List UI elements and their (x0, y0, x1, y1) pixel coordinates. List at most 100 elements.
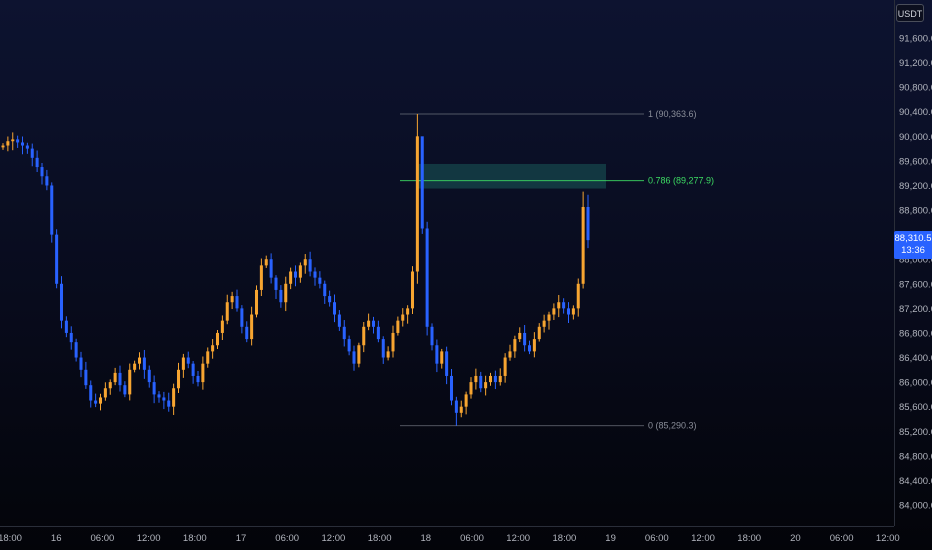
candle-body[interactable] (406, 308, 410, 315)
candle-body[interactable] (25, 145, 29, 149)
candle-body[interactable] (84, 369, 88, 386)
candle-body[interactable] (74, 342, 78, 358)
candle-body[interactable] (274, 277, 278, 290)
candle-body[interactable] (137, 357, 142, 364)
candle-body[interactable] (488, 375, 493, 383)
candle-body[interactable] (298, 265, 302, 278)
candle-body[interactable] (157, 394, 161, 398)
candle-body[interactable] (186, 357, 190, 364)
plot-area[interactable] (0, 0, 894, 526)
candle-body[interactable] (484, 382, 488, 389)
candle-body[interactable] (240, 308, 244, 327)
candle-body[interactable] (547, 314, 551, 321)
candle-body[interactable] (508, 351, 512, 358)
candle-body[interactable] (113, 372, 117, 383)
candle-body[interactable] (342, 326, 346, 340)
candle-body[interactable] (103, 388, 107, 398)
candle-body[interactable] (323, 283, 327, 297)
candle-body[interactable] (459, 406, 463, 413)
candle-body[interactable] (89, 385, 93, 401)
candle-body[interactable] (337, 314, 341, 327)
candle-body[interactable] (191, 363, 195, 376)
candle-body[interactable] (542, 320, 546, 327)
candle-body[interactable] (410, 271, 415, 309)
candle-body[interactable] (303, 259, 307, 266)
candle-body[interactable] (269, 259, 273, 278)
candle-body[interactable] (562, 302, 566, 309)
candle-body[interactable] (11, 139, 15, 142)
candle-body[interactable] (162, 397, 166, 401)
candle-body[interactable] (201, 363, 205, 383)
candle-body[interactable] (435, 345, 439, 364)
candle-body[interactable] (513, 339, 517, 352)
candle-body[interactable] (445, 351, 449, 376)
candle-body[interactable] (293, 271, 298, 278)
candle-body[interactable] (118, 372, 122, 386)
candle-body[interactable] (152, 382, 156, 395)
candle-body[interactable] (20, 142, 25, 146)
candle-body[interactable] (211, 345, 215, 352)
candle-body[interactable] (352, 351, 356, 364)
candle-body[interactable] (523, 332, 527, 346)
candle-body[interactable] (59, 283, 64, 321)
candle-body[interactable] (376, 326, 380, 340)
candle-body[interactable] (225, 302, 229, 321)
candle-body[interactable] (181, 357, 185, 370)
candle-body[interactable] (147, 369, 151, 383)
candle-body[interactable] (259, 265, 263, 290)
candle-body[interactable] (332, 302, 337, 315)
currency-selector[interactable]: USDT (896, 4, 924, 22)
candle-body[interactable] (479, 375, 483, 389)
candle-body[interactable] (362, 326, 366, 346)
candle-body[interactable] (250, 314, 254, 340)
candle-body[interactable] (527, 345, 532, 352)
candle-body[interactable] (206, 351, 210, 364)
candle-body[interactable] (566, 308, 571, 315)
candle-body[interactable] (474, 375, 478, 383)
candle-body[interactable] (586, 206, 590, 241)
candle-body[interactable] (284, 283, 288, 303)
candle-body[interactable] (328, 296, 332, 303)
candle-body[interactable] (55, 234, 59, 284)
candle-body[interactable] (454, 400, 458, 413)
candle-body[interactable] (503, 357, 507, 376)
candle-body[interactable] (35, 157, 39, 168)
candle-body[interactable] (469, 382, 473, 395)
candle-body[interactable] (532, 339, 536, 352)
candle-body[interactable] (128, 369, 132, 395)
candle-body[interactable] (357, 345, 361, 364)
candle-body[interactable] (571, 308, 575, 315)
candle-body[interactable] (172, 388, 176, 407)
candle-body[interactable] (133, 363, 137, 370)
candle-body[interactable] (318, 277, 322, 284)
candle-body[interactable] (123, 385, 127, 395)
candle-body[interactable] (401, 314, 405, 321)
fib-zone-box[interactable] (418, 163, 606, 189)
candle-body[interactable] (289, 271, 293, 284)
candle-body[interactable] (381, 339, 385, 358)
candle-body[interactable] (430, 326, 434, 346)
candle-body[interactable] (498, 375, 502, 383)
candle-body[interactable] (279, 289, 283, 303)
candle-body[interactable] (557, 302, 561, 309)
candle-body[interactable] (464, 394, 468, 407)
candle-body[interactable] (94, 400, 98, 404)
candle-body[interactable] (45, 176, 49, 186)
candle-body[interactable] (518, 332, 522, 340)
candle-body[interactable] (40, 167, 44, 177)
candle-body[interactable] (230, 296, 234, 303)
candle-body[interactable] (69, 332, 73, 343)
candle-body[interactable] (581, 206, 585, 284)
candle-body[interactable] (254, 289, 259, 315)
candle-body[interactable] (425, 228, 429, 327)
candle-body[interactable] (371, 320, 376, 327)
candle-body[interactable] (1, 145, 5, 148)
candle-body[interactable] (420, 136, 424, 229)
candle-body[interactable] (391, 332, 395, 352)
candle-body[interactable] (108, 382, 112, 389)
candle-body[interactable] (167, 400, 171, 407)
candle-body[interactable] (308, 259, 312, 272)
candle-body[interactable] (449, 375, 454, 401)
candle-body[interactable] (196, 375, 200, 383)
candle-body[interactable] (16, 139, 20, 143)
